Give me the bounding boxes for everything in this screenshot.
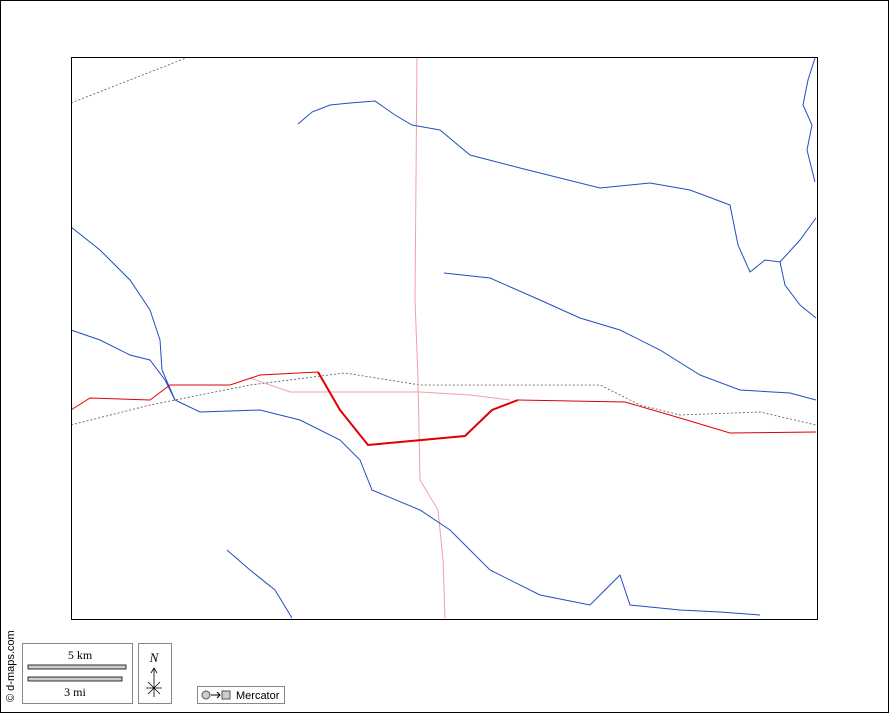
projection-label: Mercator: [236, 690, 280, 702]
river: [226, 549, 293, 619]
scale-box: [22, 643, 133, 704]
projection: Mercator: [197, 686, 285, 704]
map: [70, 56, 818, 620]
river: [70, 226, 761, 616]
river: [297, 100, 817, 273]
credit: © d-maps.com: [5, 630, 17, 702]
projection-icon: [221, 690, 231, 700]
boundary: [70, 372, 817, 426]
minor-road: [249, 377, 511, 401]
scale-km-bar: [27, 664, 127, 670]
map-frame: [71, 57, 818, 620]
river: [70, 329, 176, 401]
projection-box: [197, 686, 285, 704]
boundary: [70, 57, 187, 104]
road: [70, 371, 319, 411]
river: [802, 57, 816, 183]
compass-rose: [146, 667, 162, 697]
compass-n: N: [149, 650, 160, 665]
river: [443, 272, 817, 401]
river: [779, 261, 817, 319]
minor-road: [414, 56, 446, 619]
scale-km: 5 km: [68, 648, 93, 662]
scale-bar: 5 km 3 mi: [22, 643, 133, 704]
projection-arrow: [211, 691, 221, 699]
scale-mi: 3 mi: [64, 685, 86, 699]
compass: N: [138, 643, 172, 704]
main-road: [317, 371, 519, 447]
projection-icon: [201, 690, 211, 700]
road: [517, 399, 817, 434]
scale-mi-bar: [27, 676, 123, 682]
compass-box: [138, 643, 172, 704]
